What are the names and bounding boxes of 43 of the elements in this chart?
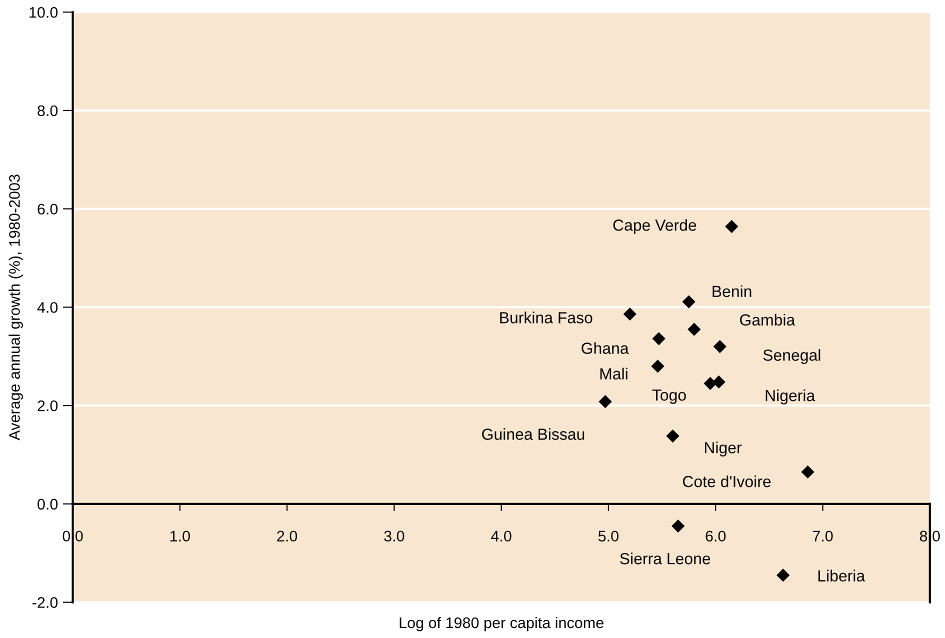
- x-tick-label: 3.0: [384, 530, 404, 542]
- x-tick-label: 6.0: [706, 530, 726, 542]
- point: [666, 429, 680, 443]
- annotation: Burkina Faso: [500, 312, 592, 324]
- point: [725, 220, 738, 234]
- y-tick-label: 0.0: [38, 498, 58, 510]
- x-tick-label: 4.0: [491, 530, 512, 542]
- annotation: Gambia: [740, 314, 796, 326]
- point: [713, 340, 726, 354]
- y-tick-label: 10.0: [30, 6, 58, 18]
- point: [801, 465, 814, 479]
- annotation: Guinea Bissau: [482, 428, 584, 440]
- annotation: Liberia: [818, 570, 866, 582]
- annotation: Senegal: [763, 349, 820, 364]
- x-tick-label: 2.0: [277, 530, 298, 542]
- y-tick-label: 8.0: [38, 105, 58, 116]
- point: [652, 332, 666, 346]
- annotation: Togo: [652, 390, 686, 404]
- annotation: Cote d'Ivoire: [682, 476, 771, 488]
- annotation: Niger: [704, 442, 742, 456]
- point: [672, 519, 685, 533]
- point: [623, 307, 636, 321]
- y-tick-label: 2.0: [38, 400, 58, 412]
- y-tick-label: 6.0: [38, 204, 58, 215]
- point: [598, 395, 612, 408]
- y-axis-title: Average annual growth (%), 1980-2003: [8, 174, 23, 440]
- point: [651, 360, 664, 373]
- annotation: Cape Verde: [613, 219, 696, 234]
- x-tick-label: 1.0: [170, 530, 190, 542]
- point: [776, 568, 790, 582]
- annotation: Nigeria: [766, 390, 816, 404]
- y-tick-label: -2.0: [32, 597, 58, 608]
- point: [712, 375, 726, 389]
- annotation: Ghana: [582, 342, 629, 354]
- x-tick-label: 7.0: [812, 530, 833, 542]
- point: [682, 295, 696, 308]
- annotation: Sierra Leone: [620, 552, 710, 564]
- x-axis-title: Log of 1980 per capita income: [400, 616, 604, 632]
- point: [688, 322, 701, 336]
- x-tick-label: 5.0: [598, 530, 618, 542]
- annotation: Mali: [600, 368, 628, 380]
- annotation: Benin: [712, 285, 752, 298]
- y-tick-label: 4.0: [37, 302, 58, 313]
